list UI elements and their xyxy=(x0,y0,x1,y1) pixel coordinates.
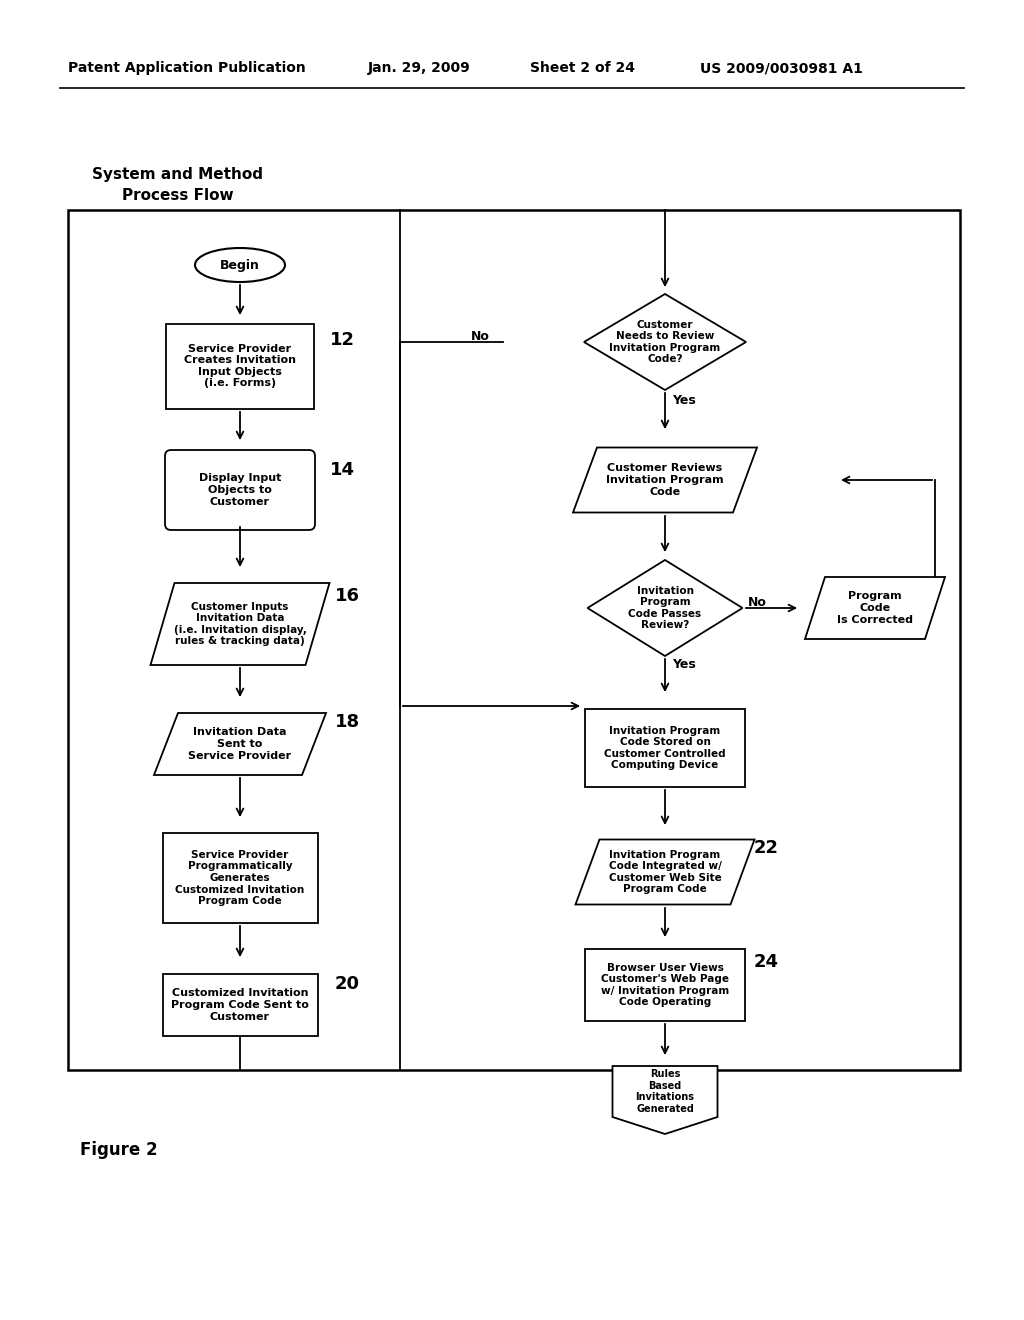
Text: Program
Code
Is Corrected: Program Code Is Corrected xyxy=(837,591,913,624)
FancyBboxPatch shape xyxy=(165,450,315,531)
Text: Invitation Program
Code Stored on
Customer Controlled
Computing Device: Invitation Program Code Stored on Custom… xyxy=(604,726,726,771)
Text: System and Method: System and Method xyxy=(92,168,263,182)
Text: Begin: Begin xyxy=(220,259,260,272)
Text: Patent Application Publication: Patent Application Publication xyxy=(68,61,306,75)
Text: 12: 12 xyxy=(330,331,355,348)
Text: Service Provider
Creates Invitation
Input Objects
(i.e. Forms): Service Provider Creates Invitation Inpu… xyxy=(184,343,296,388)
Text: Sheet 2 of 24: Sheet 2 of 24 xyxy=(530,61,635,75)
Bar xyxy=(68,210,961,1071)
Text: Customer Inputs
Invitation Data
(i.e. Invitation display,
rules & tracking data): Customer Inputs Invitation Data (i.e. In… xyxy=(173,602,306,647)
Text: Display Input
Objects to
Customer: Display Input Objects to Customer xyxy=(199,474,282,507)
Text: Browser User Views
Customer's Web Page
w/ Invitation Program
Code Operating: Browser User Views Customer's Web Page w… xyxy=(601,962,729,1007)
Text: Yes: Yes xyxy=(672,393,695,407)
Bar xyxy=(166,323,314,408)
Text: No: No xyxy=(748,595,767,609)
Polygon shape xyxy=(154,713,326,775)
Polygon shape xyxy=(151,583,330,665)
Text: 22: 22 xyxy=(754,840,779,857)
Text: Customized Invitation
Program Code Sent to
Customer: Customized Invitation Program Code Sent … xyxy=(171,989,309,1022)
Text: Process Flow: Process Flow xyxy=(122,189,233,203)
Text: 24: 24 xyxy=(754,953,779,972)
Bar xyxy=(585,709,745,787)
Bar xyxy=(163,974,317,1036)
Text: No: No xyxy=(471,330,490,342)
Text: Yes: Yes xyxy=(672,659,695,672)
Text: Figure 2: Figure 2 xyxy=(80,1140,158,1159)
Text: Invitation
Program
Code Passes
Review?: Invitation Program Code Passes Review? xyxy=(629,586,701,631)
Polygon shape xyxy=(584,294,746,389)
Text: 18: 18 xyxy=(335,713,360,731)
Text: Rules
Based
Invitations
Generated: Rules Based Invitations Generated xyxy=(636,1069,694,1114)
Polygon shape xyxy=(573,447,757,512)
Text: Service Provider
Programmatically
Generates
Customized Invitation
Program Code: Service Provider Programmatically Genera… xyxy=(175,850,304,907)
Polygon shape xyxy=(805,577,945,639)
Polygon shape xyxy=(575,840,755,904)
Text: Invitation Program
Code Integrated w/
Customer Web Site
Program Code: Invitation Program Code Integrated w/ Cu… xyxy=(608,850,722,895)
Bar xyxy=(585,949,745,1020)
Text: Jan. 29, 2009: Jan. 29, 2009 xyxy=(368,61,471,75)
Text: 20: 20 xyxy=(335,975,360,993)
Text: 16: 16 xyxy=(335,587,360,605)
Text: Customer
Needs to Review
Invitation Program
Code?: Customer Needs to Review Invitation Prog… xyxy=(609,319,721,364)
Bar xyxy=(163,833,317,923)
Text: 14: 14 xyxy=(330,461,355,479)
Ellipse shape xyxy=(195,248,285,282)
Text: US 2009/0030981 A1: US 2009/0030981 A1 xyxy=(700,61,863,75)
Text: Invitation Data
Sent to
Service Provider: Invitation Data Sent to Service Provider xyxy=(188,727,292,760)
Polygon shape xyxy=(588,560,742,656)
Polygon shape xyxy=(612,1067,718,1134)
Text: Customer Reviews
Invitation Program
Code: Customer Reviews Invitation Program Code xyxy=(606,463,724,496)
